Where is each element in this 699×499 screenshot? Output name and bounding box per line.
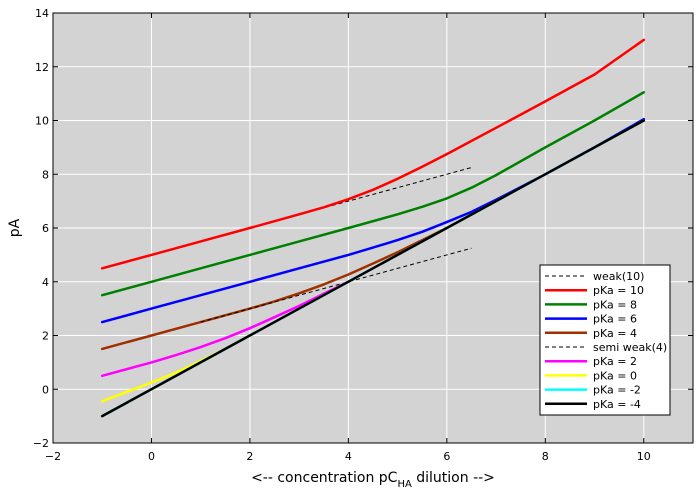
- y-tick-label: 2: [42, 330, 49, 343]
- axis-ticks: −2 0 2 4 6 8 10 −2 0 2 4 6 8 10 12 14: [33, 7, 693, 463]
- x-axis-label: <-- concentration pCHA dilution -->: [251, 470, 495, 490]
- legend-label: pKa = -2: [593, 384, 641, 397]
- legend-label: pKa = 2: [593, 355, 637, 368]
- x-tick-label: −2: [45, 450, 61, 463]
- legend-label: pKa = 4: [593, 327, 637, 340]
- y-tick-label: 10: [35, 115, 49, 128]
- x-tick-label: 4: [345, 450, 352, 463]
- y-tick-label: 12: [35, 61, 49, 74]
- series-line-1: [100, 38, 646, 270]
- x-tick-label: 6: [443, 450, 450, 463]
- plot-frame: [52, 12, 694, 444]
- x-tick-label: 0: [148, 450, 155, 463]
- series-line-6: [100, 280, 350, 378]
- x-tick-label: 8: [542, 450, 549, 463]
- y-tick-label: 4: [42, 276, 49, 289]
- series-line-9: [100, 119, 646, 418]
- legend-label: pKa = 6: [593, 313, 637, 326]
- y-tick-label: 0: [42, 383, 49, 396]
- series-line-5: [200, 247, 472, 323]
- legend-label: semi weak(4): [593, 341, 667, 354]
- series-line-4: [100, 226, 449, 351]
- legend-label: pKa = 0: [593, 369, 637, 382]
- legend-label: weak(10): [593, 270, 644, 283]
- series-line-2: [100, 91, 646, 297]
- x-axis-label-prefix: <-- concentration pC: [251, 470, 398, 486]
- legend-label: pKa = 8: [593, 298, 637, 311]
- x-tick-label: 2: [246, 450, 253, 463]
- x-axis-label-subscript: HA: [397, 479, 412, 490]
- y-tick-label: 8: [42, 168, 49, 181]
- y-axis-label: pA: [7, 218, 23, 237]
- legend-label: pKa = 10: [593, 284, 644, 297]
- series-lines: [100, 38, 646, 418]
- x-axis-label-suffix: dilution -->: [412, 470, 495, 486]
- x-tick-label: 10: [637, 450, 651, 463]
- legend-label: pKa = -4: [593, 398, 641, 411]
- y-tick-label: −2: [33, 437, 49, 450]
- y-tick-label: 6: [42, 222, 49, 235]
- y-tick-label: 14: [35, 7, 49, 20]
